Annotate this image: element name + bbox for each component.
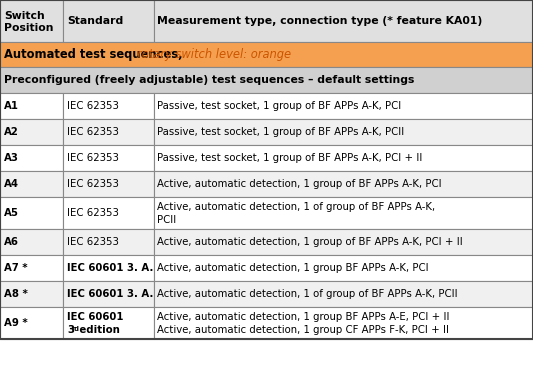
Bar <box>154 171 533 197</box>
Text: A5: A5 <box>4 208 19 218</box>
Bar <box>0 281 63 307</box>
Bar <box>63 93 154 119</box>
Bar <box>0 197 63 229</box>
Text: A9 *: A9 * <box>4 318 28 328</box>
Text: Position: Position <box>4 23 53 33</box>
Text: A3: A3 <box>4 153 19 163</box>
Bar <box>154 119 533 145</box>
Text: A7 *: A7 * <box>4 263 27 273</box>
Text: Preconfigured (freely adjustable) test sequences – default settings: Preconfigured (freely adjustable) test s… <box>4 75 414 85</box>
Text: IEC 62353: IEC 62353 <box>67 208 119 218</box>
Bar <box>0 0 63 42</box>
Bar <box>63 171 154 197</box>
Text: Active, automatic detection, 1 of group of BF APPs A-K, PCII: Active, automatic detection, 1 of group … <box>158 289 458 299</box>
Bar <box>0 229 63 255</box>
Text: IEC 60601 3. A.: IEC 60601 3. A. <box>67 263 154 273</box>
Bar <box>63 281 154 307</box>
Bar <box>0 307 63 339</box>
Bar <box>0 42 533 67</box>
Text: 3: 3 <box>67 325 74 335</box>
Text: rd: rd <box>71 326 79 332</box>
Bar <box>63 255 154 281</box>
Bar <box>0 171 63 197</box>
Text: Standard: Standard <box>67 16 123 26</box>
Text: A2: A2 <box>4 127 19 137</box>
Text: A1: A1 <box>4 101 19 111</box>
Text: Active, automatic detection, 1 group of BF APPs A-K, PCI: Active, automatic detection, 1 group of … <box>158 179 442 189</box>
Text: IEC 60601 3. A.: IEC 60601 3. A. <box>67 289 154 299</box>
Text: Passive, test socket, 1 group of BF APPs A-K, PCI + II: Passive, test socket, 1 group of BF APPs… <box>158 153 423 163</box>
Bar <box>0 119 63 145</box>
Bar <box>154 229 533 255</box>
Bar <box>154 281 533 307</box>
Text: IEC 60601: IEC 60601 <box>67 312 124 322</box>
Bar <box>154 93 533 119</box>
Text: Active, automatic detection, 1 of group of BF APPs A-K,: Active, automatic detection, 1 of group … <box>158 202 436 212</box>
Bar <box>63 0 154 42</box>
Text: IEC 62353: IEC 62353 <box>67 153 119 163</box>
Text: Automated test sequences,: Automated test sequences, <box>4 48 186 61</box>
Text: IEC 62353: IEC 62353 <box>67 127 119 137</box>
Text: Passive, test socket, 1 group of BF APPs A-K, PCII: Passive, test socket, 1 group of BF APPs… <box>158 127 405 137</box>
Text: edition: edition <box>76 325 120 335</box>
Text: rotary switch level: orange: rotary switch level: orange <box>138 48 291 61</box>
Bar <box>63 145 154 171</box>
Text: Measurement type, connection type (* feature KA01): Measurement type, connection type (* fea… <box>158 16 483 26</box>
Text: Active, automatic detection, 1 group of BF APPs A-K, PCI + II: Active, automatic detection, 1 group of … <box>158 237 463 247</box>
Text: Active, automatic detection, 1 group CF APPs F-K, PCI + II: Active, automatic detection, 1 group CF … <box>158 325 450 335</box>
Text: A4: A4 <box>4 179 19 189</box>
Bar <box>154 307 533 339</box>
Bar <box>63 307 154 339</box>
Text: Passive, test socket, 1 group of BF APPs A-K, PCI: Passive, test socket, 1 group of BF APPs… <box>158 101 402 111</box>
Bar <box>154 145 533 171</box>
Text: Active, automatic detection, 1 group BF APPs A-K, PCI: Active, automatic detection, 1 group BF … <box>158 263 429 273</box>
Text: Active, automatic detection, 1 group BF APPs A-E, PCI + II: Active, automatic detection, 1 group BF … <box>158 312 450 322</box>
Bar <box>0 93 63 119</box>
Bar <box>0 145 63 171</box>
Bar <box>0 255 63 281</box>
Bar <box>63 229 154 255</box>
Text: IEC 62353: IEC 62353 <box>67 179 119 189</box>
Bar <box>154 255 533 281</box>
Text: IEC 62353: IEC 62353 <box>67 237 119 247</box>
Text: PCII: PCII <box>158 215 176 225</box>
Bar <box>63 197 154 229</box>
Text: Switch: Switch <box>4 11 44 21</box>
Bar <box>154 197 533 229</box>
Bar <box>154 0 533 42</box>
Text: A6: A6 <box>4 237 19 247</box>
Text: IEC 62353: IEC 62353 <box>67 101 119 111</box>
Bar <box>0 67 533 93</box>
Text: A8 *: A8 * <box>4 289 28 299</box>
Bar <box>63 119 154 145</box>
